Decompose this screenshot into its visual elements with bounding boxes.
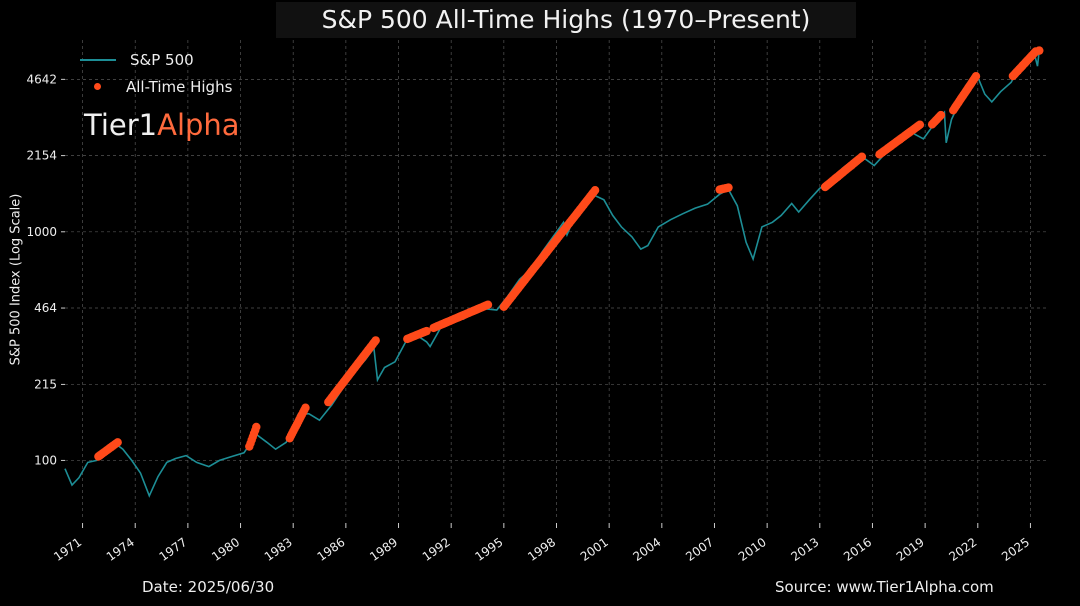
x-tick-label: 2010 [736, 535, 769, 564]
x-tick-label: 2013 [788, 535, 821, 564]
footer-source: Source: www.Tier1Alpha.com [775, 578, 994, 596]
all-time-high-point [724, 183, 733, 192]
y-axis-label: S&P 500 Index (Log Scale) [8, 193, 24, 366]
all-time-high-point [252, 422, 261, 432]
y-tick-label: 464 [34, 301, 57, 315]
y-tick-label: 1000 [26, 225, 57, 239]
x-tick-label: 1971 [51, 535, 84, 564]
legend-item-series: S&P 500 [80, 46, 280, 73]
all-time-highs [94, 46, 1044, 461]
x-tick-label: 2025 [999, 535, 1032, 564]
brand-logo: Tier1Alpha [84, 108, 240, 142]
all-time-high-point [936, 110, 946, 120]
legend-dot-swatch [94, 83, 101, 90]
chart-title: S&P 500 All-Time Highs (1970–Present) [321, 5, 811, 34]
y-tick-label: 4642 [26, 72, 57, 86]
y-tick-label: 100 [34, 453, 57, 467]
legend-label-highs: All-Time Highs [126, 77, 233, 96]
legend-item-highs: All-Time Highs [80, 73, 280, 100]
x-tick-label: 2001 [578, 535, 611, 564]
x-tick-label: 1992 [420, 535, 453, 564]
all-time-high-point [483, 300, 493, 309]
x-tick-label: 1983 [262, 535, 295, 564]
y-tick-label: 215 [34, 377, 57, 391]
all-time-high-point [301, 403, 310, 412]
x-tick-label: 2007 [683, 535, 716, 564]
brand-part-1: Tier1 [84, 108, 158, 142]
all-time-high-point [590, 186, 600, 195]
x-tick-label: 2004 [630, 535, 663, 564]
legend-line-swatch [80, 58, 116, 61]
all-time-high-point [113, 438, 122, 447]
title-box: S&P 500 All-Time Highs (1970–Present) [276, 2, 856, 38]
x-tick-label: 1980 [209, 535, 242, 564]
brand-part-2: Alpha [157, 108, 240, 142]
y-ticks: 100 215 464 1000 2154 4642 [26, 72, 65, 467]
x-tick-label: 1995 [473, 535, 506, 564]
x-tick-label: 1998 [525, 535, 558, 564]
x-tick-label: 1989 [367, 535, 400, 564]
all-time-high-point [971, 72, 981, 81]
x-tick-label: 1977 [157, 535, 190, 564]
all-time-high-point [915, 120, 925, 129]
all-time-high-point [422, 326, 431, 336]
all-time-high-point [1035, 46, 1044, 55]
x-tick-label: 1974 [104, 535, 137, 564]
legend: S&P 500 All-Time Highs [80, 46, 280, 100]
x-tick-label: 2019 [894, 535, 927, 564]
x-tick-label: 2022 [946, 535, 979, 564]
x-tick-label: 2016 [841, 535, 874, 564]
legend-label-series: S&P 500 [130, 50, 194, 69]
footer-date: Date: 2025/06/30 [142, 578, 275, 596]
x-ticks: 1971 1974 1977 1980 1983 1986 1989 1992 1995 1998… [51, 523, 1032, 564]
x-tick-label: 1986 [315, 535, 348, 564]
y-tick-label: 2154 [26, 149, 57, 163]
all-time-high-point [857, 152, 867, 161]
all-time-high-point [371, 336, 380, 345]
